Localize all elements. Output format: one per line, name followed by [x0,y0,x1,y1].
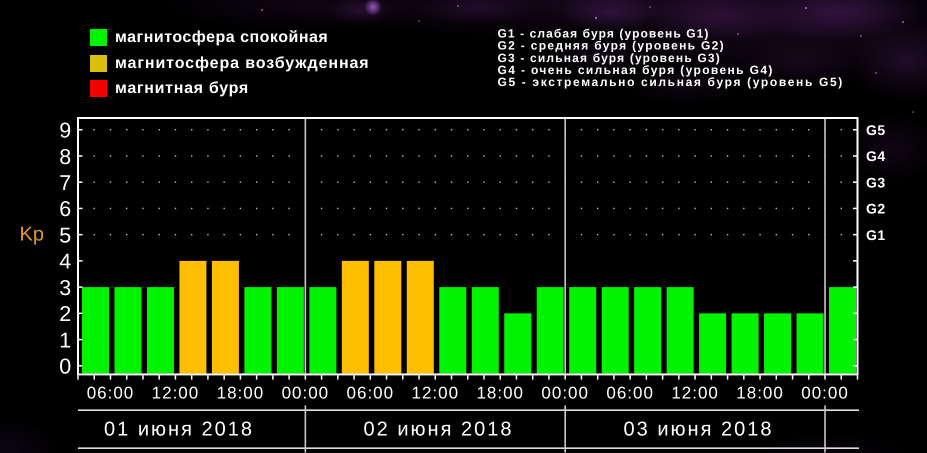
svg-text:магнитная буря: магнитная буря [115,80,249,97]
svg-text:06:00: 06:00 [347,383,395,402]
svg-text:18:00: 18:00 [476,383,524,402]
svg-text:00:00: 00:00 [282,383,330,402]
svg-text:3: 3 [59,276,71,300]
svg-text:G5: G5 [866,122,886,138]
svg-text:12:00: 12:00 [152,383,200,402]
svg-text:02 июня 2018: 02 июня 2018 [364,419,514,441]
svg-text:00:00: 00:00 [541,383,589,402]
svg-text:Kp: Kp [20,224,44,246]
svg-text:G4 - очень сильная буря (урове: G4 - очень сильная буря (уровень G4) [498,63,774,77]
svg-text:G1 - слабая буря (уровень G1): G1 - слабая буря (уровень G1) [498,26,710,40]
svg-text:0: 0 [59,355,71,379]
svg-text:06:00: 06:00 [87,383,135,402]
svg-text:18:00: 18:00 [736,383,784,402]
svg-text:12:00: 12:00 [671,383,719,402]
svg-text:G3: G3 [866,174,886,190]
svg-text:G2 - средняя буря (уровень G2): G2 - средняя буря (уровень G2) [498,39,725,53]
svg-text:01 июня 2018: 01 июня 2018 [104,419,254,441]
svg-text:магнитосфера спокойная: магнитосфера спокойная [115,29,328,46]
svg-text:G1: G1 [866,227,886,243]
svg-text:G3 - сильная буря (уровень G3): G3 - сильная буря (уровень G3) [498,51,721,65]
svg-text:8: 8 [59,145,71,169]
svg-text:магнитосфера возбужденная: магнитосфера возбужденная [115,55,370,72]
svg-text:9: 9 [59,119,71,143]
svg-text:00:00: 00:00 [801,383,849,402]
svg-text:G2: G2 [866,201,886,217]
svg-text:1: 1 [59,328,71,352]
svg-text:4: 4 [59,250,71,274]
svg-text:12:00: 12:00 [411,383,459,402]
svg-text:03 июня 2018: 03 июня 2018 [624,419,774,441]
svg-text:06:00: 06:00 [606,383,654,402]
svg-text:5: 5 [59,223,71,247]
svg-text:18:00: 18:00 [217,383,265,402]
svg-text:G4: G4 [866,148,886,164]
svg-text:2: 2 [59,302,71,326]
svg-text:6: 6 [59,197,71,221]
svg-text:G5 - экстремально сильная буря: G5 - экстремально сильная буря (уровень … [498,75,844,89]
svg-text:7: 7 [59,171,71,195]
